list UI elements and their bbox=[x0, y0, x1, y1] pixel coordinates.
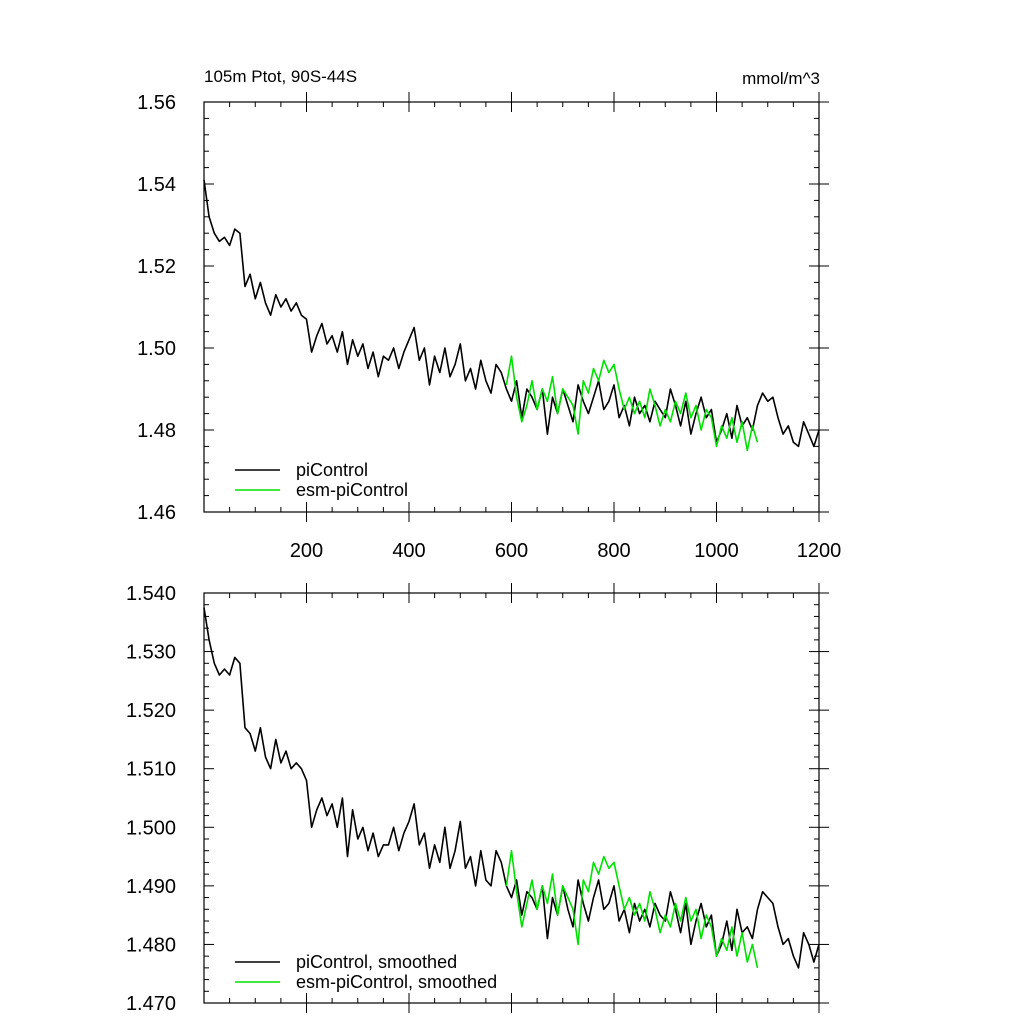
y-tick-label: 1.48 bbox=[137, 420, 176, 442]
x-tick-label: 1000 bbox=[694, 540, 739, 562]
legend-label: piControl bbox=[296, 460, 368, 480]
x-tick-label: 800 bbox=[597, 540, 630, 562]
series-line-0 bbox=[203, 607, 820, 969]
top-plot-frame bbox=[203, 101, 820, 513]
y-tick-label: 1.530 bbox=[126, 642, 176, 664]
top-series-lines bbox=[203, 179, 820, 452]
top-ticks: 200 400 600 800 1000 1200 1.46 1.48 1.50 1.52 1.54… bbox=[137, 92, 841, 562]
y-tick-label: 1.52 bbox=[137, 256, 176, 278]
top-title-left: 105m Ptot, 90S-44S bbox=[204, 67, 357, 86]
top-title-right: mmol/m^3 bbox=[742, 69, 820, 88]
y-tick-label: 1.56 bbox=[137, 92, 176, 114]
y-tick-label: 1.46 bbox=[137, 502, 176, 524]
y-tick-label: 1.480 bbox=[126, 934, 176, 956]
y-tick-label: 1.510 bbox=[126, 759, 176, 781]
y-tick-label: 1.490 bbox=[126, 876, 176, 898]
bottom-ticks: 1.470 1.480 1.490 1.500 1.510 1.520 1.530 1.540 bbox=[126, 583, 829, 1015]
top-panel: 105m Ptot, 90S-44S mmol/m^3 200 400 600 800… bbox=[137, 67, 841, 562]
legend-label: piControl, smoothed bbox=[296, 952, 457, 972]
series-line-1 bbox=[505, 849, 759, 969]
bottom-plot-frame bbox=[203, 592, 820, 1004]
y-tick-label: 1.54 bbox=[137, 174, 176, 196]
legend-label: esm-piControl, smoothed bbox=[296, 972, 497, 992]
legend-label: esm-piControl bbox=[296, 480, 408, 500]
x-tick-label: 200 bbox=[290, 540, 323, 562]
bottom-panel: 1.470 1.480 1.490 1.500 1.510 1.520 1.530 1.540… bbox=[126, 583, 829, 1015]
x-tick-label: 400 bbox=[392, 540, 425, 562]
bottom-series-lines bbox=[203, 607, 820, 969]
y-tick-label: 1.500 bbox=[126, 817, 176, 839]
x-tick-label: 1200 bbox=[797, 540, 842, 562]
y-tick-label: 1.470 bbox=[126, 993, 176, 1015]
series-line-0 bbox=[203, 179, 820, 448]
x-tick-label: 600 bbox=[495, 540, 528, 562]
y-tick-label: 1.520 bbox=[126, 700, 176, 722]
y-tick-label: 1.50 bbox=[137, 338, 176, 360]
y-tick-label: 1.540 bbox=[126, 583, 176, 605]
series-line-1 bbox=[505, 355, 759, 452]
